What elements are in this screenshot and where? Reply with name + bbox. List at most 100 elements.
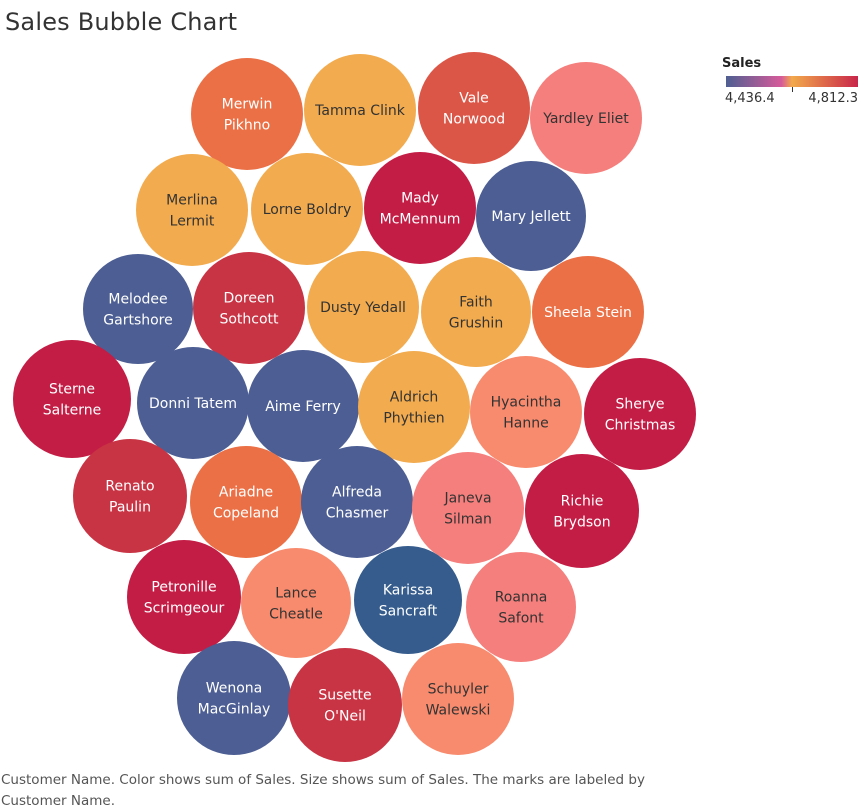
bubble-label: Roanna	[495, 590, 548, 606]
bubble[interactable]: Karissa Sancraft	[354, 546, 462, 654]
bubble[interactable]: Merlina Lermit	[136, 154, 248, 266]
bubble-circle[interactable]	[288, 648, 402, 762]
bubble-label: Mady	[401, 191, 439, 207]
bubble-label: Scrimgeour	[144, 601, 225, 617]
bubble[interactable]: Ariadne Copeland	[190, 446, 302, 558]
bubble-circle[interactable]	[137, 347, 249, 459]
bubble-circle[interactable]	[193, 252, 305, 364]
bubble-circle[interactable]	[251, 153, 363, 265]
bubble-label: Paulin	[109, 500, 151, 516]
bubble-circle[interactable]	[177, 641, 291, 755]
bubble-circle[interactable]	[358, 351, 470, 463]
legend-tick	[792, 87, 793, 92]
bubble-circle[interactable]	[304, 54, 416, 166]
bubble[interactable]: Sterne Salterne	[13, 340, 131, 458]
bubble-circle[interactable]	[412, 452, 524, 564]
bubble[interactable]: Petronille Scrimgeour	[127, 540, 241, 654]
bubble-circle[interactable]	[402, 643, 514, 755]
bubble-circle[interactable]	[470, 356, 582, 468]
chart-caption: Customer Name. Color shows sum of Sales.…	[1, 772, 645, 809]
bubble-label: Phythien	[383, 411, 444, 427]
legend-gradient	[722, 74, 858, 92]
bubble-label: Aldrich	[390, 390, 439, 406]
bubble[interactable]: Sheela Stein	[532, 256, 644, 368]
bubble[interactable]: Susette O'Neil	[288, 648, 402, 762]
bubble[interactable]: Roanna Safont	[466, 552, 576, 662]
bubble-circle[interactable]	[530, 62, 642, 174]
bubble-circle[interactable]	[525, 454, 639, 568]
legend-gradient-bar	[726, 76, 858, 87]
bubble-label: Susette	[318, 688, 371, 704]
bubble-label: Alfreda	[332, 485, 382, 501]
bubble-circle[interactable]	[13, 340, 131, 458]
bubble-circle[interactable]	[83, 254, 193, 364]
bubble-circle[interactable]	[584, 358, 696, 470]
bubble[interactable]: Yardley Eliet	[530, 62, 642, 174]
bubble-circle[interactable]	[241, 548, 351, 658]
bubble-label: Melodee	[108, 292, 167, 308]
bubble-label: Sherye	[615, 397, 664, 413]
bubble-label: Hyacintha	[491, 395, 562, 411]
bubble-label: MacGinlay	[198, 702, 271, 718]
bubble[interactable]: Janeva Silman	[412, 452, 524, 564]
bubble[interactable]: Mary Jellett	[476, 161, 586, 271]
bubble-circle[interactable]	[136, 154, 248, 266]
bubble[interactable]: Schuyler Walewski	[402, 643, 514, 755]
bubble-label: O'Neil	[324, 709, 366, 725]
bubble-label: Sterne	[49, 382, 95, 398]
bubble-circle[interactable]	[73, 439, 187, 553]
bubble-circle[interactable]	[421, 257, 531, 367]
bubble-circle[interactable]	[190, 446, 302, 558]
bubble[interactable]: Mady McMennum	[364, 152, 476, 264]
bubble-circle[interactable]	[247, 350, 359, 462]
bubble-label: Karissa	[383, 583, 433, 599]
bubble[interactable]: Renato Paulin	[73, 439, 187, 553]
bubble[interactable]: Melodee Gartshore	[83, 254, 193, 364]
bubble-circle[interactable]	[532, 256, 644, 368]
bubble[interactable]: Richie Brydson	[525, 454, 639, 568]
bubble-label: Chasmer	[326, 506, 389, 522]
bubble-label: Schuyler	[428, 682, 489, 698]
bubble[interactable]: Wenona MacGinlay	[177, 641, 291, 755]
bubble[interactable]: Faith Grushin	[421, 257, 531, 367]
bubble-label: Lermit	[170, 214, 215, 230]
legend-title: Sales	[722, 56, 762, 71]
bubble-circle[interactable]	[307, 251, 419, 363]
bubble-circle[interactable]	[127, 540, 241, 654]
bubble-label: Norwood	[443, 112, 505, 128]
bubble-label: Aime Ferry	[265, 399, 341, 415]
bubble-label: Petronille	[151, 580, 216, 596]
bubble-circle[interactable]	[301, 446, 413, 558]
bubble-label: Janeva	[443, 491, 491, 507]
bubble[interactable]: Lance Cheatle	[241, 548, 351, 658]
bubble[interactable]: Sherye Christmas	[584, 358, 696, 470]
bubble-label: Merwin	[222, 97, 273, 113]
bubble[interactable]: Donni Tatem	[137, 347, 249, 459]
chart-title: Sales Bubble Chart	[5, 8, 238, 36]
bubble-circle[interactable]	[418, 52, 530, 164]
bubble[interactable]: Aldrich Phythien	[358, 351, 470, 463]
bubble-circle[interactable]	[476, 161, 586, 271]
bubble-label: Richie	[561, 494, 604, 510]
bubble-label: McMennum	[380, 212, 461, 228]
color-legend[interactable]: Sales 4,436.4 4,812.3	[722, 56, 858, 106]
bubble[interactable]: Merwin Pikhno	[191, 58, 303, 170]
bubble[interactable]: Vale Norwood	[418, 52, 530, 164]
bubble-label: Faith	[459, 295, 493, 311]
bubble-circle[interactable]	[354, 546, 462, 654]
bubble[interactable]: Dusty Yedall	[307, 251, 419, 363]
bubble[interactable]: Hyacintha Hanne	[470, 356, 582, 468]
bubble-label: Grushin	[449, 316, 503, 332]
bubble[interactable]: Doreen Sothcott	[193, 252, 305, 364]
bubble-label: Brydson	[553, 515, 610, 531]
bubble[interactable]: Lorne Boldry	[251, 153, 363, 265]
bubble[interactable]: Aime Ferry	[247, 350, 359, 462]
bubble-label: Sancraft	[379, 604, 438, 620]
bubble-label: Christmas	[605, 418, 676, 434]
bubble-label: Renato	[105, 479, 154, 495]
bubble[interactable]: Alfreda Chasmer	[301, 446, 413, 558]
bubble[interactable]: Tamma Clink	[304, 54, 416, 166]
bubble-circle[interactable]	[191, 58, 303, 170]
bubble-circle[interactable]	[364, 152, 476, 264]
bubble-circle[interactable]	[466, 552, 576, 662]
